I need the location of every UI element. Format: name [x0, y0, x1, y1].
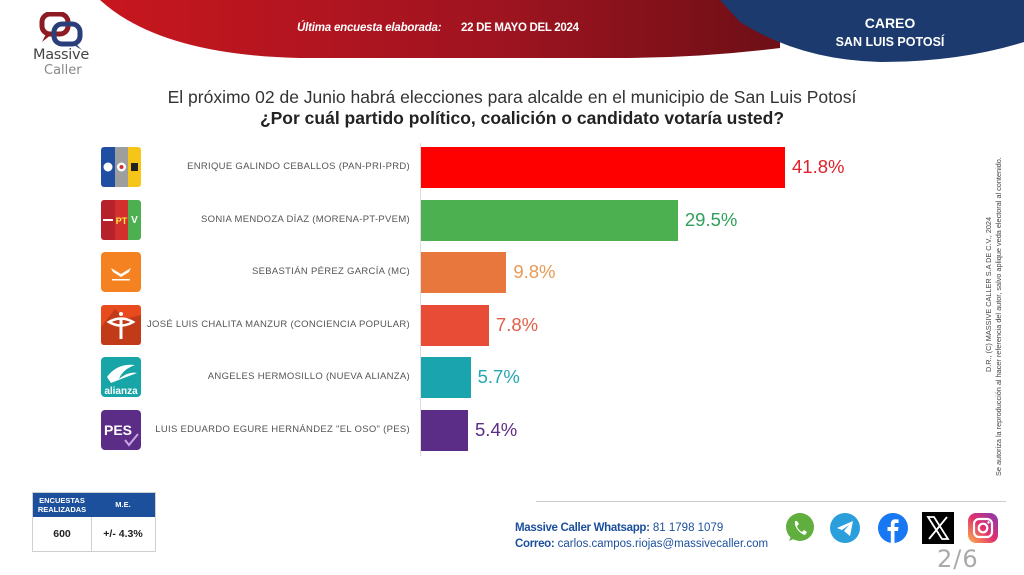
massive-caller-logo-icon — [39, 12, 83, 50]
svg-text:PES: PES — [104, 422, 132, 438]
bar-data-label: 7.8% — [495, 313, 539, 335]
margin-error-header: M.E. — [91, 493, 155, 517]
table-divider — [91, 517, 92, 552]
whatsapp-contact: Massive Caller Whatsapp: 81 1798 1079 — [515, 522, 723, 534]
email-link[interactable]: carlos.campos.riojas@massivecaller.com — [557, 538, 769, 550]
chart-subtitle: ¿Por cuál partido político, coalición o … — [259, 108, 785, 128]
chart-title: El próximo 02 de Junio habrá elecciones … — [167, 87, 857, 107]
pan-pri-prd-logo — [101, 147, 141, 187]
telegram-icon[interactable] — [829, 512, 861, 544]
section-title: CAREO — [864, 15, 916, 31]
candidate-label: ENRIQUE GALINDO CEBALLOS (PAN-PRI-PRD) — [187, 161, 410, 172]
nueva-alianza-logo: alianza — [101, 357, 141, 397]
svg-text:V: V — [131, 215, 138, 226]
bar-data-label: 41.8% — [792, 156, 845, 177]
candidate-label: SONIA MENDOZA DÍAZ (MORENA-PT-PVEM) — [201, 213, 410, 225]
bar-data-label: 5.7% — [477, 366, 520, 387]
candidate-label: LUIS EDUARDO EGURE HERNÁNDEZ "EL OSO" (P… — [155, 423, 410, 435]
blue-banner-shape — [720, 0, 1024, 62]
candidate-label: ANGELES HERMOSILLO (NUEVA ALIANZA) — [207, 371, 410, 382]
svg-text:PT: PT — [116, 216, 128, 226]
bar — [421, 252, 507, 293]
email-label: Correo: — [515, 538, 555, 550]
section-subtitle: SAN LUIS POTOSÍ — [835, 35, 945, 49]
footer-divider — [536, 501, 1006, 502]
survey-stats-table: ENCUESTAS REALIZADAS M.E. 600 +/- 4.3% — [32, 492, 156, 552]
morena-pt-pvem-logo: PT V — [101, 199, 141, 240]
brand-name-line2: Caller — [44, 63, 82, 78]
bar — [421, 409, 469, 451]
facebook-icon[interactable] — [877, 512, 909, 544]
whatsapp-icon[interactable] — [784, 512, 816, 544]
header-banner — [100, 0, 1024, 62]
page-indicator: 2/6 — [937, 545, 979, 573]
x-icon[interactable] — [922, 512, 954, 544]
pes-logo: PES — [101, 409, 141, 450]
candidate-label: JOSÉ LUIS CHALITA MANZUR (CONCIENCIA POP… — [146, 318, 410, 330]
bar — [421, 357, 471, 398]
bar-data-label: 9.8% — [513, 261, 556, 282]
reproduction-notice: Se autoriza la reproducción al hacer ref… — [994, 157, 1003, 476]
conciencia-popular-logo — [101, 304, 141, 345]
whatsapp-label: Massive Caller Whatsapp: — [515, 522, 650, 534]
surveys-header-line1: ENCUESTAS — [39, 496, 85, 505]
mc-logo — [101, 252, 141, 292]
whatsapp-number[interactable]: 81 1798 1079 — [652, 522, 724, 534]
bar-data-label: 5.4% — [475, 418, 518, 440]
margin-of-error-value: +/- 4.3% — [103, 528, 143, 540]
brand-name-line1: Massive — [33, 47, 89, 63]
bar — [421, 147, 785, 188]
email-contact: Correo: carlos.campos.riojas@massivecall… — [515, 538, 768, 550]
survey-date-label: Última encuesta elaborada: — [297, 22, 442, 34]
bar — [421, 304, 489, 346]
copyright-text: D.R., (C) MASSIVE CALLER S.A DE C.V., 20… — [984, 216, 993, 372]
chart-axis-line — [420, 143, 421, 456]
instagram-icon[interactable] — [967, 512, 999, 544]
survey-date-value: 22 DE MAYO DEL 2024 — [461, 22, 579, 34]
surveys-header: ENCUESTAS REALIZADAS — [33, 493, 91, 517]
surveys-header-line2: REALIZADAS — [37, 505, 87, 514]
surveys-count: 600 — [53, 528, 71, 540]
svg-text:alianza: alianza — [104, 386, 138, 397]
bar-data-label: 29.5% — [684, 208, 738, 230]
candidate-label: SEBASTIÁN PÉREZ GARCÍA (MC) — [251, 266, 410, 277]
bar — [421, 199, 678, 241]
red-banner-shape — [100, 0, 780, 58]
